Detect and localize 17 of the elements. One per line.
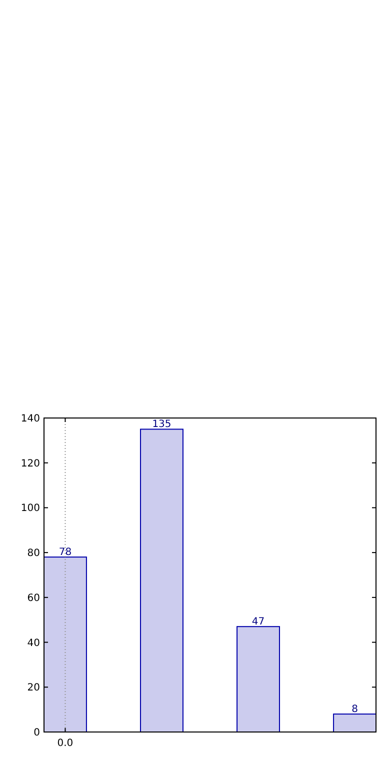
y-tick-label: 0 (34, 728, 40, 738)
data-label: 47 (252, 616, 265, 628)
data-label: 135 (152, 419, 172, 430)
y-tick-label: 80 (27, 548, 40, 560)
y-tick-label: 60 (27, 592, 40, 604)
x-tick-label: 0.0 (57, 738, 74, 749)
y-tick-label: 40 (27, 638, 40, 649)
y-tick-label: 100 (20, 503, 40, 514)
bar (140, 428, 184, 732)
y-tick-label: 120 (20, 458, 40, 470)
data-label: 8 (352, 704, 358, 716)
data-label: 78 (58, 547, 72, 558)
y-tick-label: 140 (20, 414, 40, 424)
bar (236, 626, 280, 732)
bar (333, 714, 376, 732)
bar (44, 556, 87, 732)
y-tick-label: 20 (27, 682, 40, 694)
